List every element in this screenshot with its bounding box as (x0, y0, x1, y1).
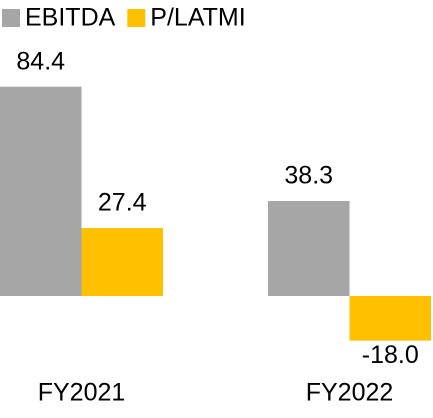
x-tick-label: FY2022 (306, 379, 394, 407)
bar (349, 296, 431, 341)
x-tick-label: FY2021 (38, 379, 126, 407)
bar (0, 86, 82, 296)
data-label: 38.3 (284, 162, 333, 190)
data-label: 27.4 (98, 189, 147, 217)
legend-label: P/LATMI (150, 4, 245, 32)
legend-swatch (127, 9, 146, 27)
legend-swatch (2, 9, 20, 27)
data-label: -18.0 (362, 341, 419, 369)
data-label: 84.4 (16, 47, 65, 75)
bar (268, 201, 350, 296)
bar (81, 228, 163, 296)
legend-label: EBITDA (25, 4, 116, 32)
